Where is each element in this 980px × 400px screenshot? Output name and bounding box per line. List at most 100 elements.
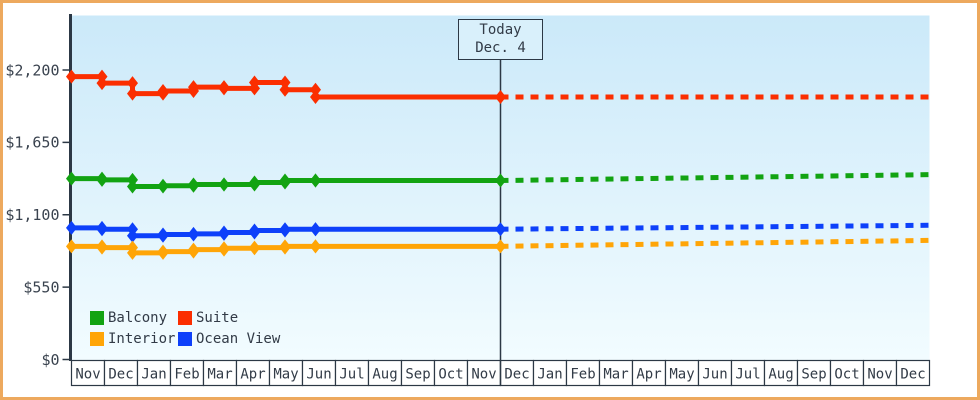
x-axis-month-cell: [400, 359, 436, 387]
legend-label-suite: Suite: [196, 310, 239, 326]
data-point-interior: [96, 240, 108, 255]
y-axis-label: $1,100: [5, 206, 59, 224]
data-point-suite: [310, 82, 321, 97]
data-point-interior: [157, 244, 169, 259]
data-point-ocean-view: [188, 226, 199, 241]
x-axis-month-label: Jun: [306, 366, 331, 382]
x-axis-month-label: Oct: [834, 366, 859, 382]
x-axis-month-label: Jan: [537, 366, 562, 382]
data-point-suite: [127, 76, 138, 91]
x-axis-month-label: Nov: [75, 366, 100, 382]
data-point-interior: [218, 241, 230, 256]
x-axis-month-label: Nov: [867, 366, 892, 382]
data-point-ocean-view: [310, 222, 321, 237]
interior-swatch-icon: [90, 332, 104, 346]
data-point-suite: [249, 75, 260, 90]
data-point-balcony: [310, 173, 321, 188]
x-axis-month-label: Jan: [141, 366, 166, 382]
data-point-interior: [279, 239, 291, 254]
y-axis-label: $550: [23, 278, 59, 296]
data-point-suite: [279, 82, 291, 97]
data-point-ocean-view: [96, 222, 108, 237]
x-axis-month-cell: [796, 359, 832, 387]
x-axis-month-cell: [367, 359, 403, 387]
x-axis-month-cell: [631, 359, 667, 387]
data-point-interior: [188, 242, 199, 257]
data-point-balcony: [127, 179, 138, 194]
data-point-interior: [66, 239, 77, 254]
suite-swatch-icon: [178, 311, 192, 325]
forecast-line-balcony: [500, 172, 930, 184]
today-marker-box: Today Dec. 4: [458, 19, 543, 60]
data-point-balcony: [96, 172, 108, 187]
data-point-balcony: [249, 175, 260, 190]
x-axis-month-cell: [499, 359, 535, 387]
x-axis-month-label: Jul: [339, 366, 364, 382]
data-point-suite: [495, 89, 506, 104]
legend-item-ocean-view: Ocean View: [178, 331, 280, 347]
forecast-line-ocean-view: [500, 222, 930, 232]
x-axis-month-label: Mar: [603, 366, 628, 382]
data-point-interior: [249, 240, 260, 255]
today-marker-title: Today: [479, 22, 522, 38]
x-axis-month-cell: [433, 359, 469, 387]
data-point-ocean-view: [279, 222, 291, 237]
x-axis-month-label: Feb: [570, 366, 595, 382]
data-point-suite: [127, 86, 138, 101]
x-axis-month-cell: [829, 359, 865, 387]
data-point-balcony: [218, 177, 230, 192]
x-axis-month-label: Nov: [471, 366, 496, 382]
x-axis-month-label: Jun: [702, 366, 727, 382]
forecast-line-interior: [500, 237, 930, 249]
x-axis-month-cell: [70, 359, 106, 387]
data-point-suite: [96, 76, 108, 91]
x-axis-month-label: Mar: [207, 366, 232, 382]
y-axis-label: $2,200: [5, 61, 59, 79]
data-point-suite: [218, 81, 230, 96]
data-point-interior: [310, 239, 321, 254]
x-axis-month-cell: [103, 359, 139, 387]
x-axis-month-label: Dec: [900, 366, 925, 382]
x-axis-month-label: Dec: [108, 366, 133, 382]
legend: Balcony Suite Interior Ocean View: [90, 310, 280, 347]
x-axis-month-label: May: [669, 366, 694, 382]
data-point-balcony: [495, 173, 506, 188]
data-point-suite: [66, 69, 77, 84]
legend-label-interior: Interior: [108, 331, 176, 347]
data-point-suite: [157, 84, 169, 99]
x-axis-month-cell: [235, 359, 271, 387]
x-axis-month-cell: [862, 359, 898, 387]
today-marker-date: Dec. 4: [475, 40, 526, 56]
x-axis-month-label: Sep: [801, 366, 826, 382]
x-axis-month-label: Aug: [372, 366, 397, 382]
data-point-suite: [279, 75, 291, 90]
x-axis-month-cell: [598, 359, 634, 387]
data-point-suite: [310, 89, 321, 104]
x-axis-month-label: Apr: [636, 366, 661, 382]
legend-item-interior: Interior: [90, 331, 178, 347]
data-point-ocean-view: [127, 228, 138, 243]
x-axis-month-cell: [532, 359, 568, 387]
ocean-view-swatch-icon: [178, 332, 192, 346]
data-point-balcony: [188, 177, 199, 192]
x-axis-month-cell: [664, 359, 700, 387]
data-point-balcony: [157, 178, 169, 193]
y-axis-label: $0: [41, 351, 59, 369]
x-axis-month-cell: [895, 359, 931, 387]
x-axis-month-cell: [301, 359, 337, 387]
legend-label-ocean-view: Ocean View: [196, 331, 281, 347]
x-axis-month-cell: [763, 359, 799, 387]
x-axis-month-label: Dec: [504, 366, 529, 382]
x-axis-month-label: Apr: [240, 366, 265, 382]
x-axis-month-cell: [466, 359, 502, 387]
x-axis-month-label: Sep: [405, 366, 430, 382]
x-axis-month-cell: [697, 359, 733, 387]
x-axis-month-label: Feb: [174, 366, 199, 382]
x-axis-month-label: Jul: [735, 366, 760, 382]
x-axis-month-cell: [268, 359, 304, 387]
legend-item-suite: Suite: [178, 310, 280, 326]
data-point-interior: [495, 239, 506, 254]
data-point-ocean-view: [157, 227, 169, 242]
